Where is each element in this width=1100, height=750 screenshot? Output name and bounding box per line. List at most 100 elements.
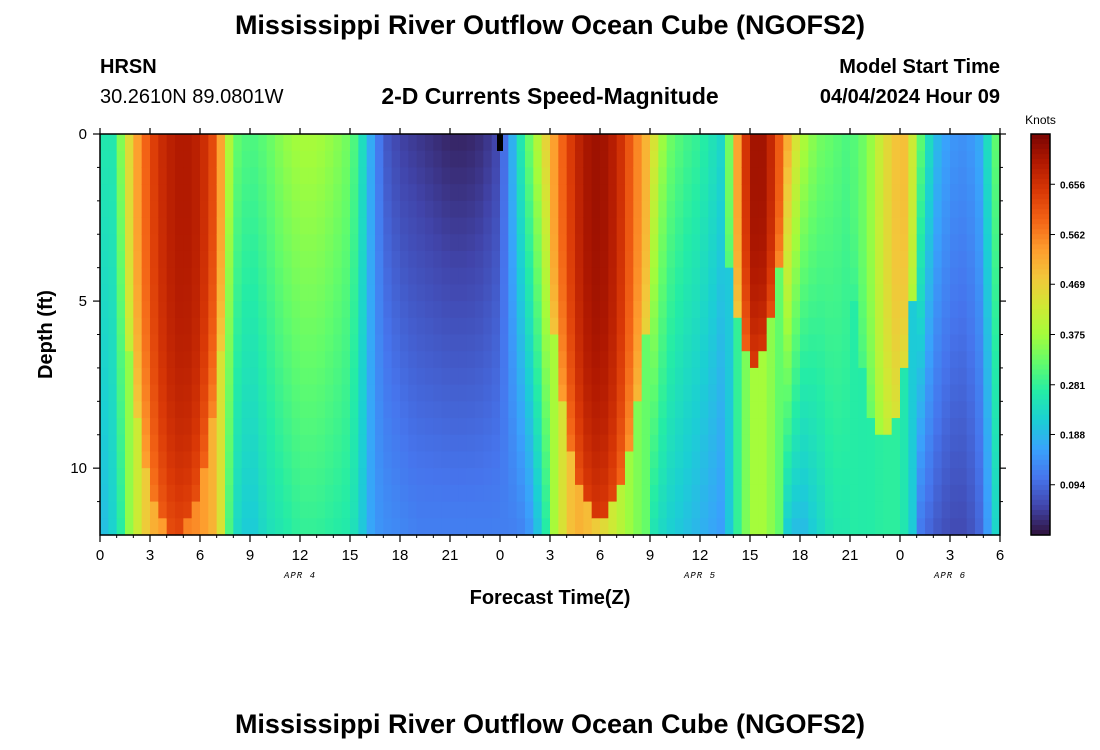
heatmap-cell (200, 167, 209, 185)
heatmap-cell (466, 468, 476, 486)
heatmap-cell (525, 234, 534, 252)
heatmap-cell (450, 301, 459, 319)
heatmap-cell (650, 451, 659, 469)
heatmap-cell (241, 234, 251, 252)
heatmap-cell (450, 217, 459, 235)
heatmap-cell (350, 234, 359, 252)
heatmap-cell (850, 484, 859, 503)
colorbar-swatch (1031, 439, 1050, 446)
heatmap-cell (125, 217, 134, 235)
heatmap-cell (108, 200, 118, 219)
heatmap-cell (225, 184, 234, 202)
heatmap-cell (800, 184, 809, 202)
heatmap-cell (133, 200, 143, 219)
heatmap-cell (883, 150, 893, 169)
heatmap-cell (983, 317, 993, 336)
heatmap-cell (391, 418, 401, 436)
heatmap-cell (983, 384, 993, 402)
heatmap-cell (241, 284, 251, 302)
heatmap-cell (183, 451, 193, 469)
heatmap-cell (925, 501, 934, 519)
heatmap-cell (225, 484, 234, 503)
heatmap-cell (991, 150, 1001, 169)
heatmap-cell (325, 418, 334, 436)
heatmap-cell (908, 234, 918, 252)
heatmap-cell (308, 150, 318, 169)
heatmap-cell (191, 150, 201, 169)
heatmap-cell (358, 317, 368, 336)
heatmap-cell (300, 468, 309, 486)
heatmap-cell (958, 200, 968, 219)
heatmap-cell (625, 267, 634, 285)
heatmap-cell (966, 267, 976, 285)
heatmap-cell (625, 401, 634, 419)
heatmap-cell (741, 317, 751, 336)
heatmap-cell (983, 250, 993, 269)
heatmap-cell (133, 184, 143, 202)
heatmap-cell (166, 351, 176, 369)
heatmap-cell (425, 134, 434, 152)
heatmap-cell (658, 367, 668, 386)
heatmap-cell (641, 334, 651, 352)
heatmap-cell (516, 418, 526, 436)
heatmap-cell (358, 434, 368, 453)
heatmap-cell (908, 250, 918, 269)
heatmap-cell (316, 518, 326, 536)
colorbar-swatch (1031, 279, 1050, 285)
heatmap-cell (675, 250, 684, 269)
heatmap-cell (483, 284, 493, 302)
heatmap-cell (308, 284, 318, 302)
heatmap-cell (766, 334, 776, 352)
heatmap-cell (591, 250, 601, 269)
heatmap-cell (425, 451, 434, 469)
heatmap-cell (608, 301, 618, 319)
heatmap-cell (508, 234, 518, 252)
heatmap-cell (550, 134, 559, 152)
heatmap-cell (691, 250, 701, 269)
heatmap-cell (350, 468, 359, 486)
heatmap-cell (366, 317, 376, 336)
heatmap-cell (216, 434, 226, 453)
heatmap-cell (416, 367, 426, 386)
heatmap-cell (158, 468, 168, 486)
heatmap-cell (116, 501, 126, 519)
heatmap-cell (183, 351, 193, 369)
y-tick-label: 10 (70, 460, 87, 477)
heatmap-cell (475, 234, 484, 252)
heatmap-cell (883, 367, 893, 386)
heatmap-cell (116, 301, 126, 319)
heatmap-cell (650, 367, 659, 386)
heatmap-cell (141, 167, 151, 185)
heatmap-cell (816, 484, 826, 503)
heatmap-cell (958, 284, 968, 302)
heatmap-cell (708, 184, 718, 202)
heatmap-cell (683, 434, 693, 453)
heatmap-cell (650, 334, 659, 352)
heatmap-cell (766, 284, 776, 302)
heatmap-cell (716, 317, 726, 336)
heatmap-cell (900, 401, 909, 419)
heatmap-cell (383, 301, 393, 319)
heatmap-cell (775, 334, 784, 352)
heatmap-cell (191, 484, 201, 503)
heatmap-cell (658, 267, 668, 285)
heatmap-cell (658, 401, 668, 419)
heatmap-cell (758, 301, 768, 319)
heatmap-cell (500, 134, 509, 152)
heatmap-cell (841, 334, 851, 352)
heatmap-cell (266, 150, 276, 169)
heatmap-cell (433, 250, 443, 269)
heatmap-cell (158, 234, 168, 252)
heatmap-cell (733, 334, 743, 352)
heatmap-cell (308, 184, 318, 202)
colorbar-swatch (1031, 309, 1050, 316)
heatmap-cell (650, 468, 659, 486)
heatmap-cell (625, 200, 634, 219)
heatmap-cell (283, 250, 293, 269)
heatmap-cell (475, 401, 484, 419)
heatmap-cell (883, 334, 893, 352)
heatmap-cell (408, 234, 418, 252)
heatmap-cell (716, 150, 726, 169)
heatmap-cell (558, 384, 568, 402)
heatmap-cell (266, 451, 276, 469)
